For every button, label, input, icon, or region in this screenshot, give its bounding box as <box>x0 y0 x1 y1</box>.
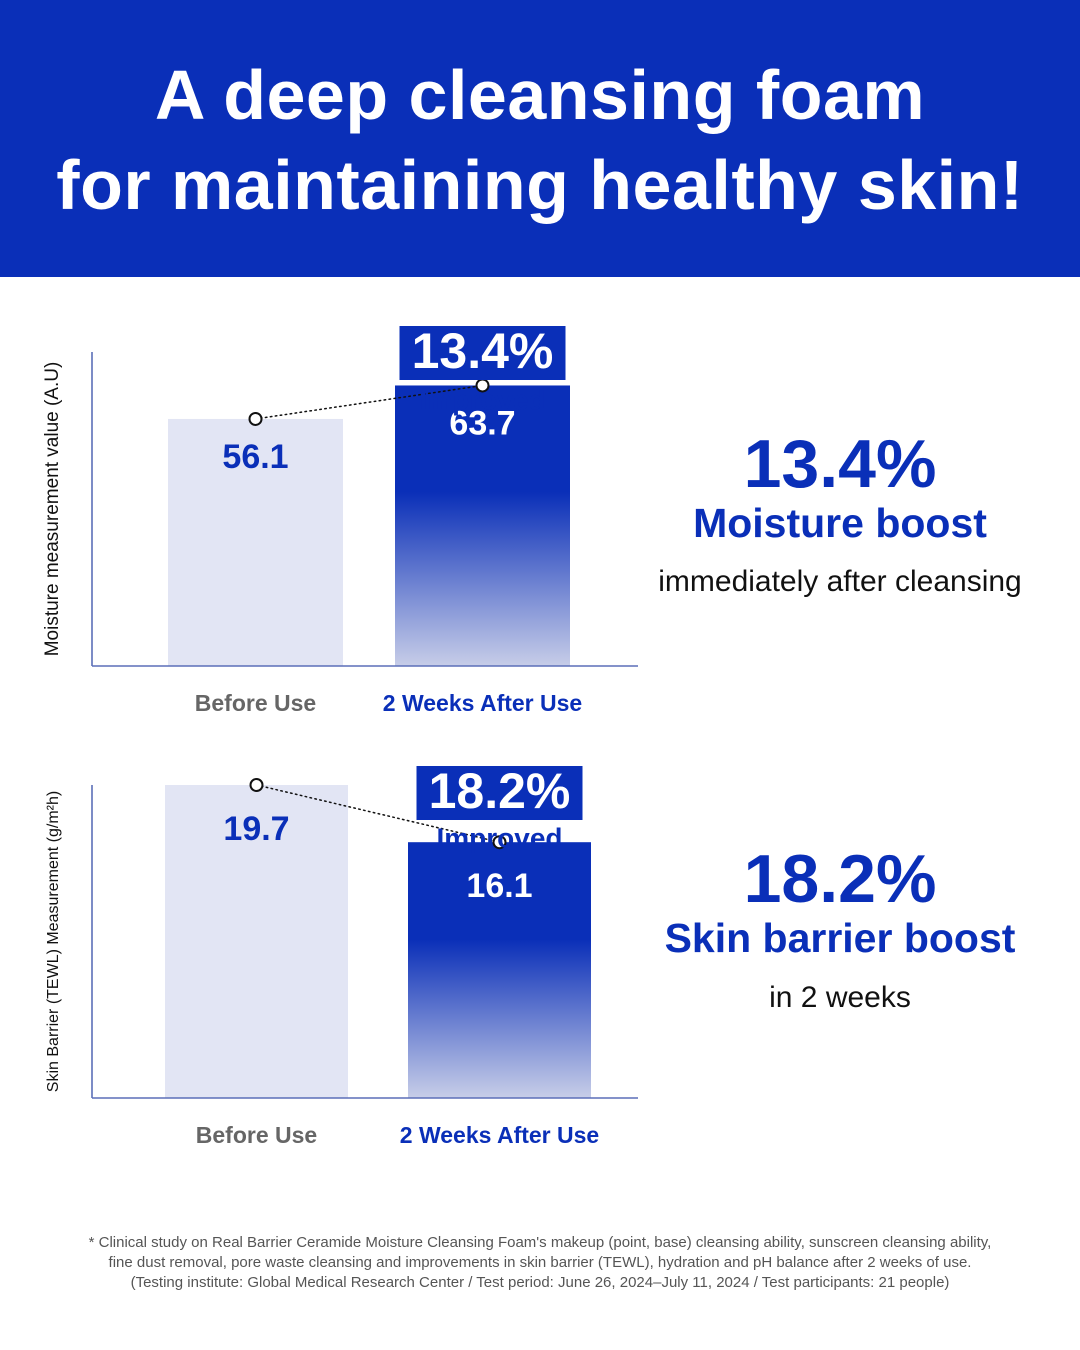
header-banner: A deep cleansing foam for maintaining he… <box>0 0 1080 277</box>
moisture-highlight: 13.4% Moisture boost immediately after c… <box>610 430 1070 597</box>
footnote-line-2: fine dust removal, pore waste cleansing … <box>108 1254 972 1271</box>
skin-barrier-bar-after <box>408 842 591 1098</box>
moisture-badge-improved-text: Improved <box>419 384 545 415</box>
moisture-badge-box <box>399 326 566 380</box>
moisture-chart-svg: 56.1 63.7 Before Use 2 Weeks After Use Moist… <box>42 323 638 716</box>
skin-barrier-trend-line <box>255 784 501 843</box>
skin-barrier-y-axis-label: Skin Barrier (TEWL) Measurement (g/m²h) <box>45 791 62 1092</box>
headline-line-2: for maintaining healthy skin! <box>56 146 1024 224</box>
moisture-category-label-2: 2 Weeks After Use <box>383 690 582 716</box>
moisture-highlight-percent: 13.4% <box>743 426 937 502</box>
skin-barrier-value-label-2: 16.1 <box>466 867 532 905</box>
footnote-line-3: (Testing institute: Global Medical Resea… <box>130 1274 950 1291</box>
moisture-trend-point-1 <box>248 411 263 426</box>
moisture-value-label-2: 63.7 <box>449 404 515 442</box>
skin-barrier-badge-improved-text: Improved <box>436 822 562 853</box>
moisture-highlight-subtitle: immediately after cleansing <box>658 565 1022 598</box>
moisture-trend-line <box>254 384 484 420</box>
headline-line-1: A deep cleansing foam <box>154 56 926 134</box>
skin-barrier-highlight-percent: 18.2% <box>743 841 937 917</box>
moisture-bar-after <box>395 385 570 666</box>
footnote-line-1: * Clinical study on Real Barrier Ceramid… <box>88 1234 992 1251</box>
footnote: * Clinical study on Real Barrier Ceramid… <box>40 1233 1040 1293</box>
skin-barrier-trend-point-1 <box>249 778 264 792</box>
moisture-badge-percent: 13.4% <box>412 323 554 379</box>
skin-barrier-badge-percent: 18.2% <box>429 763 571 819</box>
skin-barrier-value-label-1: 19.7 <box>223 810 289 848</box>
skin-barrier-trend-point-2 <box>492 835 507 850</box>
moisture-category-label-1: Before Use <box>195 690 316 716</box>
skin-barrier-highlight: 18.2% Skin barrier boost in 2 weeks <box>610 845 1070 1013</box>
skin-barrier-chart: 19.7 16.1 Before Use 2 Weeks After Use Skin … <box>0 740 1080 1160</box>
moisture-bar-before <box>168 418 343 666</box>
skin-barrier-highlight-title: Skin barrier boost <box>664 915 1016 961</box>
skin-barrier-category-label-2: 2 Weeks After Use <box>400 1122 599 1148</box>
skin-barrier-chart-svg: 19.7 16.1 Before Use 2 Weeks After Use Skin … <box>45 763 638 1148</box>
skin-barrier-badge-box <box>416 766 583 820</box>
skin-barrier-category-label-1: Before Use <box>196 1122 317 1148</box>
skin-barrier-bar-before <box>165 785 348 1098</box>
moisture-chart: 56.1 63.7 Before Use 2 Weeks After Use Moist… <box>0 300 1080 720</box>
skin-barrier-highlight-subtitle: in 2 weeks <box>769 981 911 1014</box>
moisture-y-axis-label: Moisture measurement value (A.U) <box>42 362 63 657</box>
moisture-highlight-title: Moisture boost <box>693 500 987 546</box>
moisture-value-label-1: 56.1 <box>222 438 288 476</box>
